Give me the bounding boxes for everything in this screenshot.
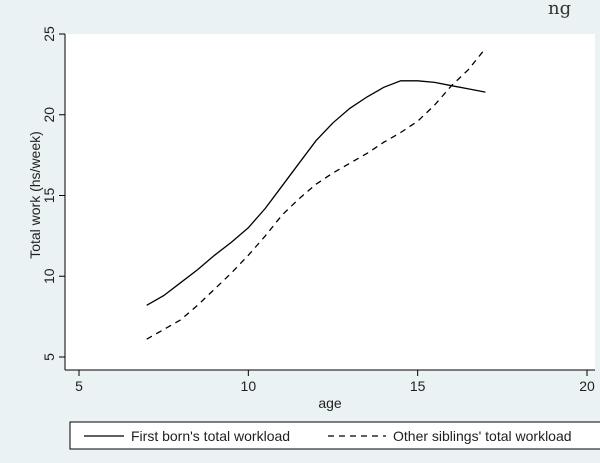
y-tick-label: 20 [41, 107, 57, 123]
y-tick-label: 25 [41, 26, 57, 42]
x-tick-label: 15 [410, 378, 426, 394]
legend-label-other-siblings: Other siblings' total workload [393, 428, 572, 444]
legend: First born's total workload Other siblin… [69, 421, 600, 450]
plot-area [65, 34, 595, 370]
x-tick-label: 10 [241, 378, 257, 394]
series-line-other-siblings [146, 48, 486, 340]
y-ticks: 5 10 15 20 25 [41, 26, 65, 361]
series-line-first-born [146, 80, 486, 306]
x-tick-label: 20 [579, 378, 595, 394]
x-ticks: 5 10 15 20 [75, 370, 595, 394]
x-tick-label: 5 [75, 378, 83, 394]
y-tick-label: 5 [41, 353, 57, 361]
y-axis-label: Total work (hs/week) [27, 131, 43, 259]
x-axis-label: age [318, 395, 342, 411]
legend-label-first-born: First born's total workload [131, 428, 290, 444]
legend-box [69, 421, 600, 450]
y-tick-label: 15 [41, 188, 57, 204]
series-layer [146, 48, 486, 340]
chart-title-fragment: ng [548, 0, 571, 19]
y-tick-label: 10 [41, 268, 57, 284]
